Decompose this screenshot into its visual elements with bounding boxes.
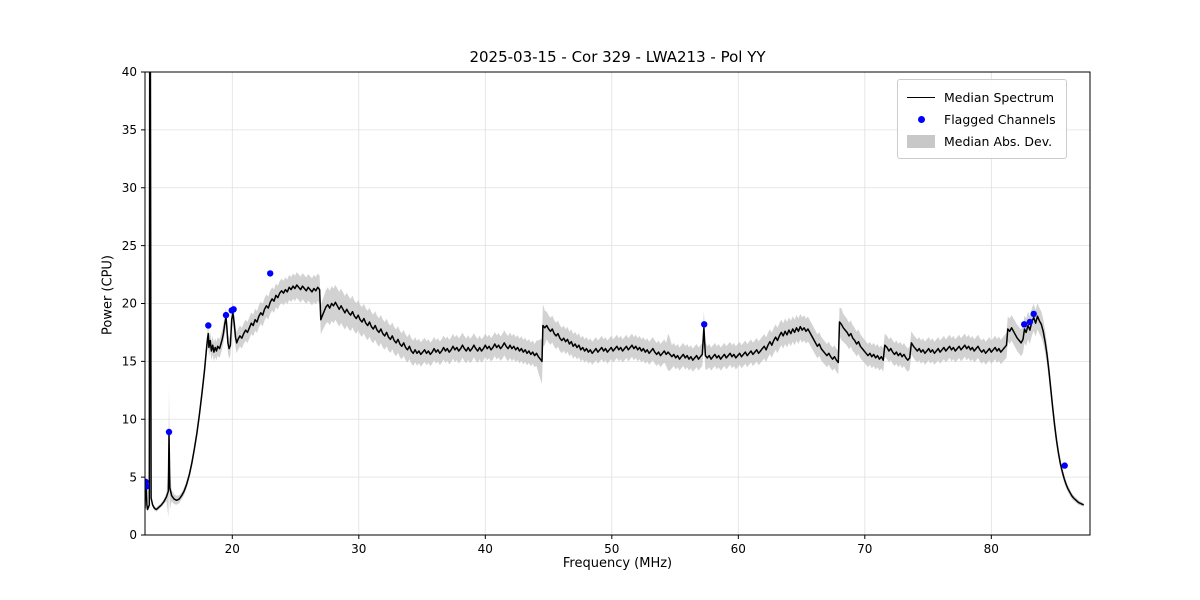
svg-text:0: 0 <box>129 528 137 542</box>
svg-text:40: 40 <box>478 542 493 556</box>
legend-item-median-abs-dev: Median Abs. Dev. <box>906 130 1056 152</box>
svg-text:5: 5 <box>129 470 137 484</box>
tick-labels: 20 30 40 50 60 70 80 0 5 10 15 20 25 30 35 40 <box>122 65 999 556</box>
svg-text:70: 70 <box>857 542 872 556</box>
svg-text:30: 30 <box>122 181 137 195</box>
svg-text:50: 50 <box>604 542 619 556</box>
svg-text:40: 40 <box>122 65 137 79</box>
svg-text:30: 30 <box>351 542 366 556</box>
svg-text:60: 60 <box>731 542 746 556</box>
tick-marks <box>141 71 992 539</box>
svg-text:25: 25 <box>122 239 137 253</box>
marker-sample-icon <box>906 115 936 123</box>
legend-label-flagged-channels: Flagged Channels <box>944 111 1056 127</box>
plot-title: 2025-03-15 - Cor 329 - LWA213 - Pol YY <box>469 48 766 66</box>
svg-text:35: 35 <box>122 123 137 137</box>
line-sample-icon <box>906 96 936 98</box>
svg-text:20: 20 <box>122 297 137 311</box>
legend-item-flagged-channels: Flagged Channels <box>906 108 1056 130</box>
legend-box: Median Spectrum Flagged Channels Median … <box>897 79 1067 159</box>
svg-text:10: 10 <box>122 412 137 426</box>
svg-text:15: 15 <box>122 355 137 369</box>
legend-item-median-spectrum: Median Spectrum <box>906 86 1056 108</box>
x-axis-label: Frequency (MHz) <box>562 556 673 571</box>
flagged-channel-markers <box>145 270 1068 490</box>
legend-label-median-spectrum: Median Spectrum <box>944 89 1055 105</box>
y-axis-label: Power (CPU) <box>100 255 116 336</box>
mad-band <box>145 72 1084 518</box>
legend-label-median-abs-dev: Median Abs. Dev. <box>944 133 1053 149</box>
svg-text:20: 20 <box>225 542 240 556</box>
svg-text:80: 80 <box>984 542 999 556</box>
grid-lines <box>145 71 1090 536</box>
patch-sample-icon <box>906 134 936 148</box>
median-spectrum-line <box>145 72 1085 511</box>
